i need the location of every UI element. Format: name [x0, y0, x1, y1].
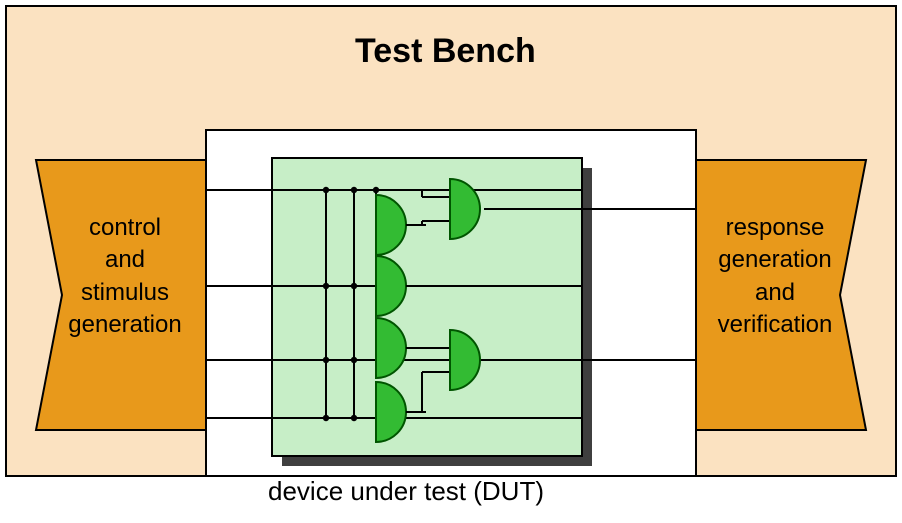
title: Test Bench [355, 32, 536, 71]
right-block-label: responsegenerationandverification [690, 212, 860, 342]
dut-caption: device under test (DUT) [268, 476, 544, 507]
diagram-canvas: Test Bench controlandstimulusgeneration … [0, 0, 902, 523]
left-block-label: controlandstimulusgeneration [45, 212, 205, 342]
